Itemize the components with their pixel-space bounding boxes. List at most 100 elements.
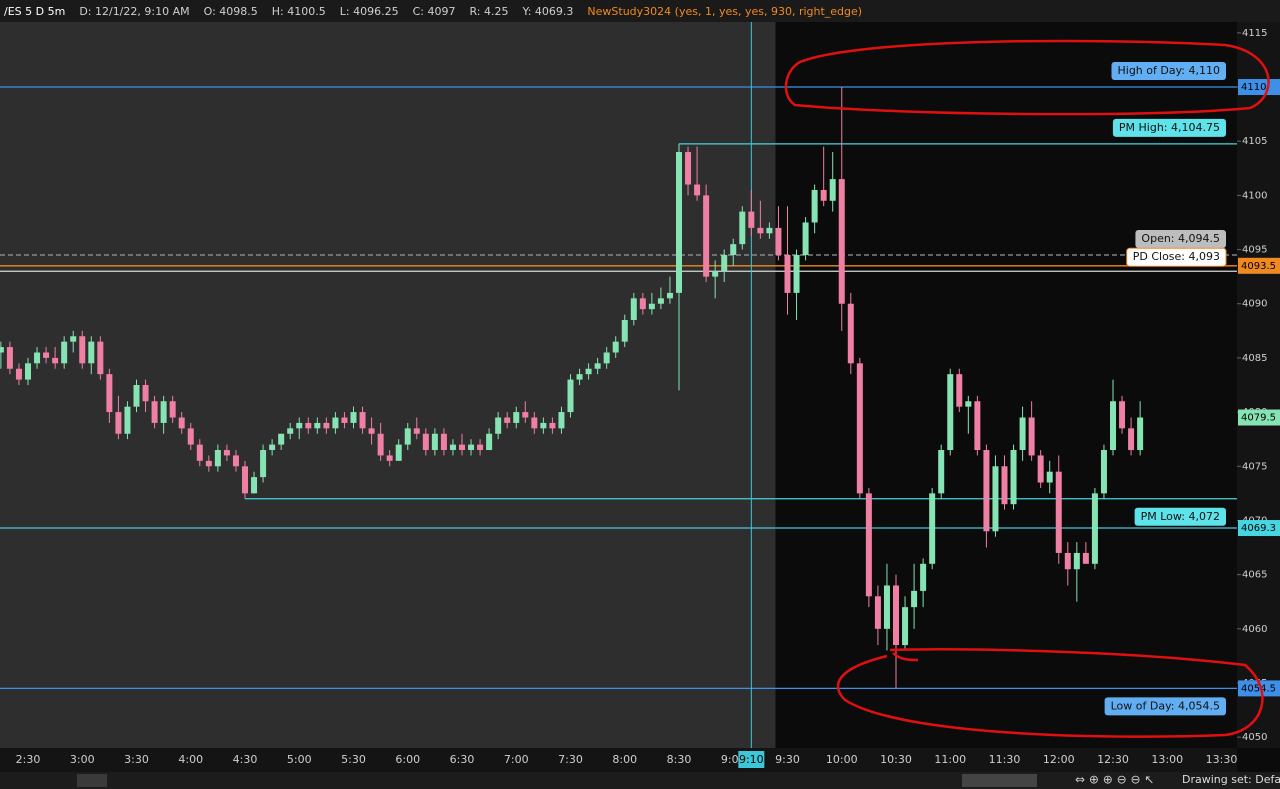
x-tick-label: 3:00 (70, 753, 95, 766)
x-tick-label: 7:30 (558, 753, 583, 766)
candle-body (956, 374, 963, 407)
y-tick-label: 4095 (1242, 245, 1267, 256)
candle-body (133, 385, 140, 407)
candle-body (386, 455, 393, 461)
x-tick-label: 12:00 (1043, 753, 1075, 766)
candle-body (368, 428, 375, 434)
header-bar (0, 0, 1280, 22)
x-tick-label: 4:30 (233, 753, 258, 766)
candle-body (106, 374, 113, 413)
candle-body (522, 412, 529, 418)
candle-body (15, 368, 22, 380)
candle-body (983, 450, 990, 532)
y-tick-label: 4060 (1242, 624, 1267, 635)
candle-body (1082, 552, 1089, 564)
premarket-shade (0, 22, 776, 748)
toolbar (0, 772, 1280, 789)
candle-body (856, 363, 863, 494)
candle-body (477, 444, 484, 451)
y-tick-label: 4065 (1242, 570, 1267, 581)
candle-body (1064, 552, 1071, 570)
candle-body (513, 412, 520, 423)
candle-body (793, 254, 800, 293)
candle-body (766, 227, 773, 234)
price-tag-label: 4054.5 (1241, 683, 1276, 694)
candle-body (395, 444, 402, 461)
price-tag (1238, 680, 1280, 697)
level-label: Open: 4,094.5 (1141, 232, 1220, 245)
y-tick-label: 4105 (1242, 136, 1267, 147)
candle-body (865, 493, 872, 597)
candle-body (893, 585, 899, 646)
candle-body (43, 352, 50, 358)
crosshair-label: 9:10 (739, 753, 764, 766)
candle-body (413, 428, 420, 434)
header-info: /ES 5 D 5m D: 12/1/22, 9:10 AM O: 4098.5 H:… (4, 5, 862, 18)
price-tag-label: 4069.3 (1241, 523, 1276, 534)
header-item: /ES 5 D 5m (4, 5, 65, 18)
candle-body (459, 444, 465, 451)
header-item: Y: 4069.3 (521, 5, 573, 18)
candle-body (187, 428, 194, 445)
candle-body (404, 428, 411, 445)
candle-body (495, 417, 502, 434)
candle-body (251, 477, 258, 494)
candle-body (938, 450, 945, 494)
level-label: High of Day: 4,110 (1118, 64, 1221, 77)
x-tick-label: 5:30 (341, 753, 366, 766)
candle-body (757, 227, 764, 234)
x-tick-label: 13:30 (1206, 753, 1238, 766)
candle-body (52, 357, 59, 364)
candle-body (585, 368, 592, 375)
level-bubble: PM High: 4,104.75 (1112, 118, 1226, 137)
candle-body (820, 189, 827, 201)
candle-body (1037, 455, 1044, 483)
candle-body (350, 412, 357, 423)
candle-body (603, 352, 610, 364)
candle-body (97, 341, 104, 375)
x-tick-label: 6:30 (450, 753, 475, 766)
y-tick-label: 4090 (1242, 299, 1267, 310)
candle-body (242, 466, 248, 494)
candle-body (657, 298, 664, 304)
candle-body (1001, 466, 1008, 505)
candle-body (929, 493, 936, 564)
candle-body (160, 401, 167, 423)
x-tick-label: 4:00 (178, 753, 203, 766)
candle-body (567, 379, 574, 413)
x-tick-label: 10:30 (880, 753, 912, 766)
candle-body (811, 189, 818, 223)
x-tick-label: 11:00 (934, 753, 966, 766)
candle-body (0, 347, 4, 353)
x-tick-label: 2:30 (16, 753, 41, 766)
candle-body (630, 298, 637, 320)
level-bubble: High of Day: 4,110 (1111, 62, 1226, 81)
candle-body (377, 433, 384, 456)
candle-body (874, 596, 881, 629)
candle-body (666, 292, 673, 299)
toolbar-icons[interactable]: ⇔ ⊕ ⊕ ⊖ ⊖ ↖ (1075, 773, 1154, 787)
level-bubble: Open: 4,094.5 (1135, 229, 1226, 248)
candle-body (440, 433, 447, 451)
candle-body (486, 433, 493, 451)
candle-body (504, 417, 511, 423)
x-tick-label: 13:00 (1151, 753, 1183, 766)
candle-body (88, 341, 95, 364)
time-axis (0, 748, 1237, 772)
candle-body (341, 417, 348, 423)
candle-body (232, 455, 239, 467)
scroll-left[interactable] (77, 774, 107, 787)
scrollbar[interactable] (962, 774, 1037, 787)
y-tick-label: 4115 (1242, 28, 1267, 39)
candle-body (531, 417, 538, 429)
y-tick-label: 4050 (1242, 732, 1267, 743)
level-bubble: Low of Day: 4,054.5 (1104, 697, 1226, 716)
candle-body (847, 303, 854, 364)
candle-body (70, 336, 77, 342)
candle-body (422, 433, 429, 451)
level-label: PD Close: 4,093 (1133, 250, 1220, 263)
candle-body (694, 184, 701, 196)
candle-body (712, 271, 719, 277)
candle-body (124, 406, 131, 434)
